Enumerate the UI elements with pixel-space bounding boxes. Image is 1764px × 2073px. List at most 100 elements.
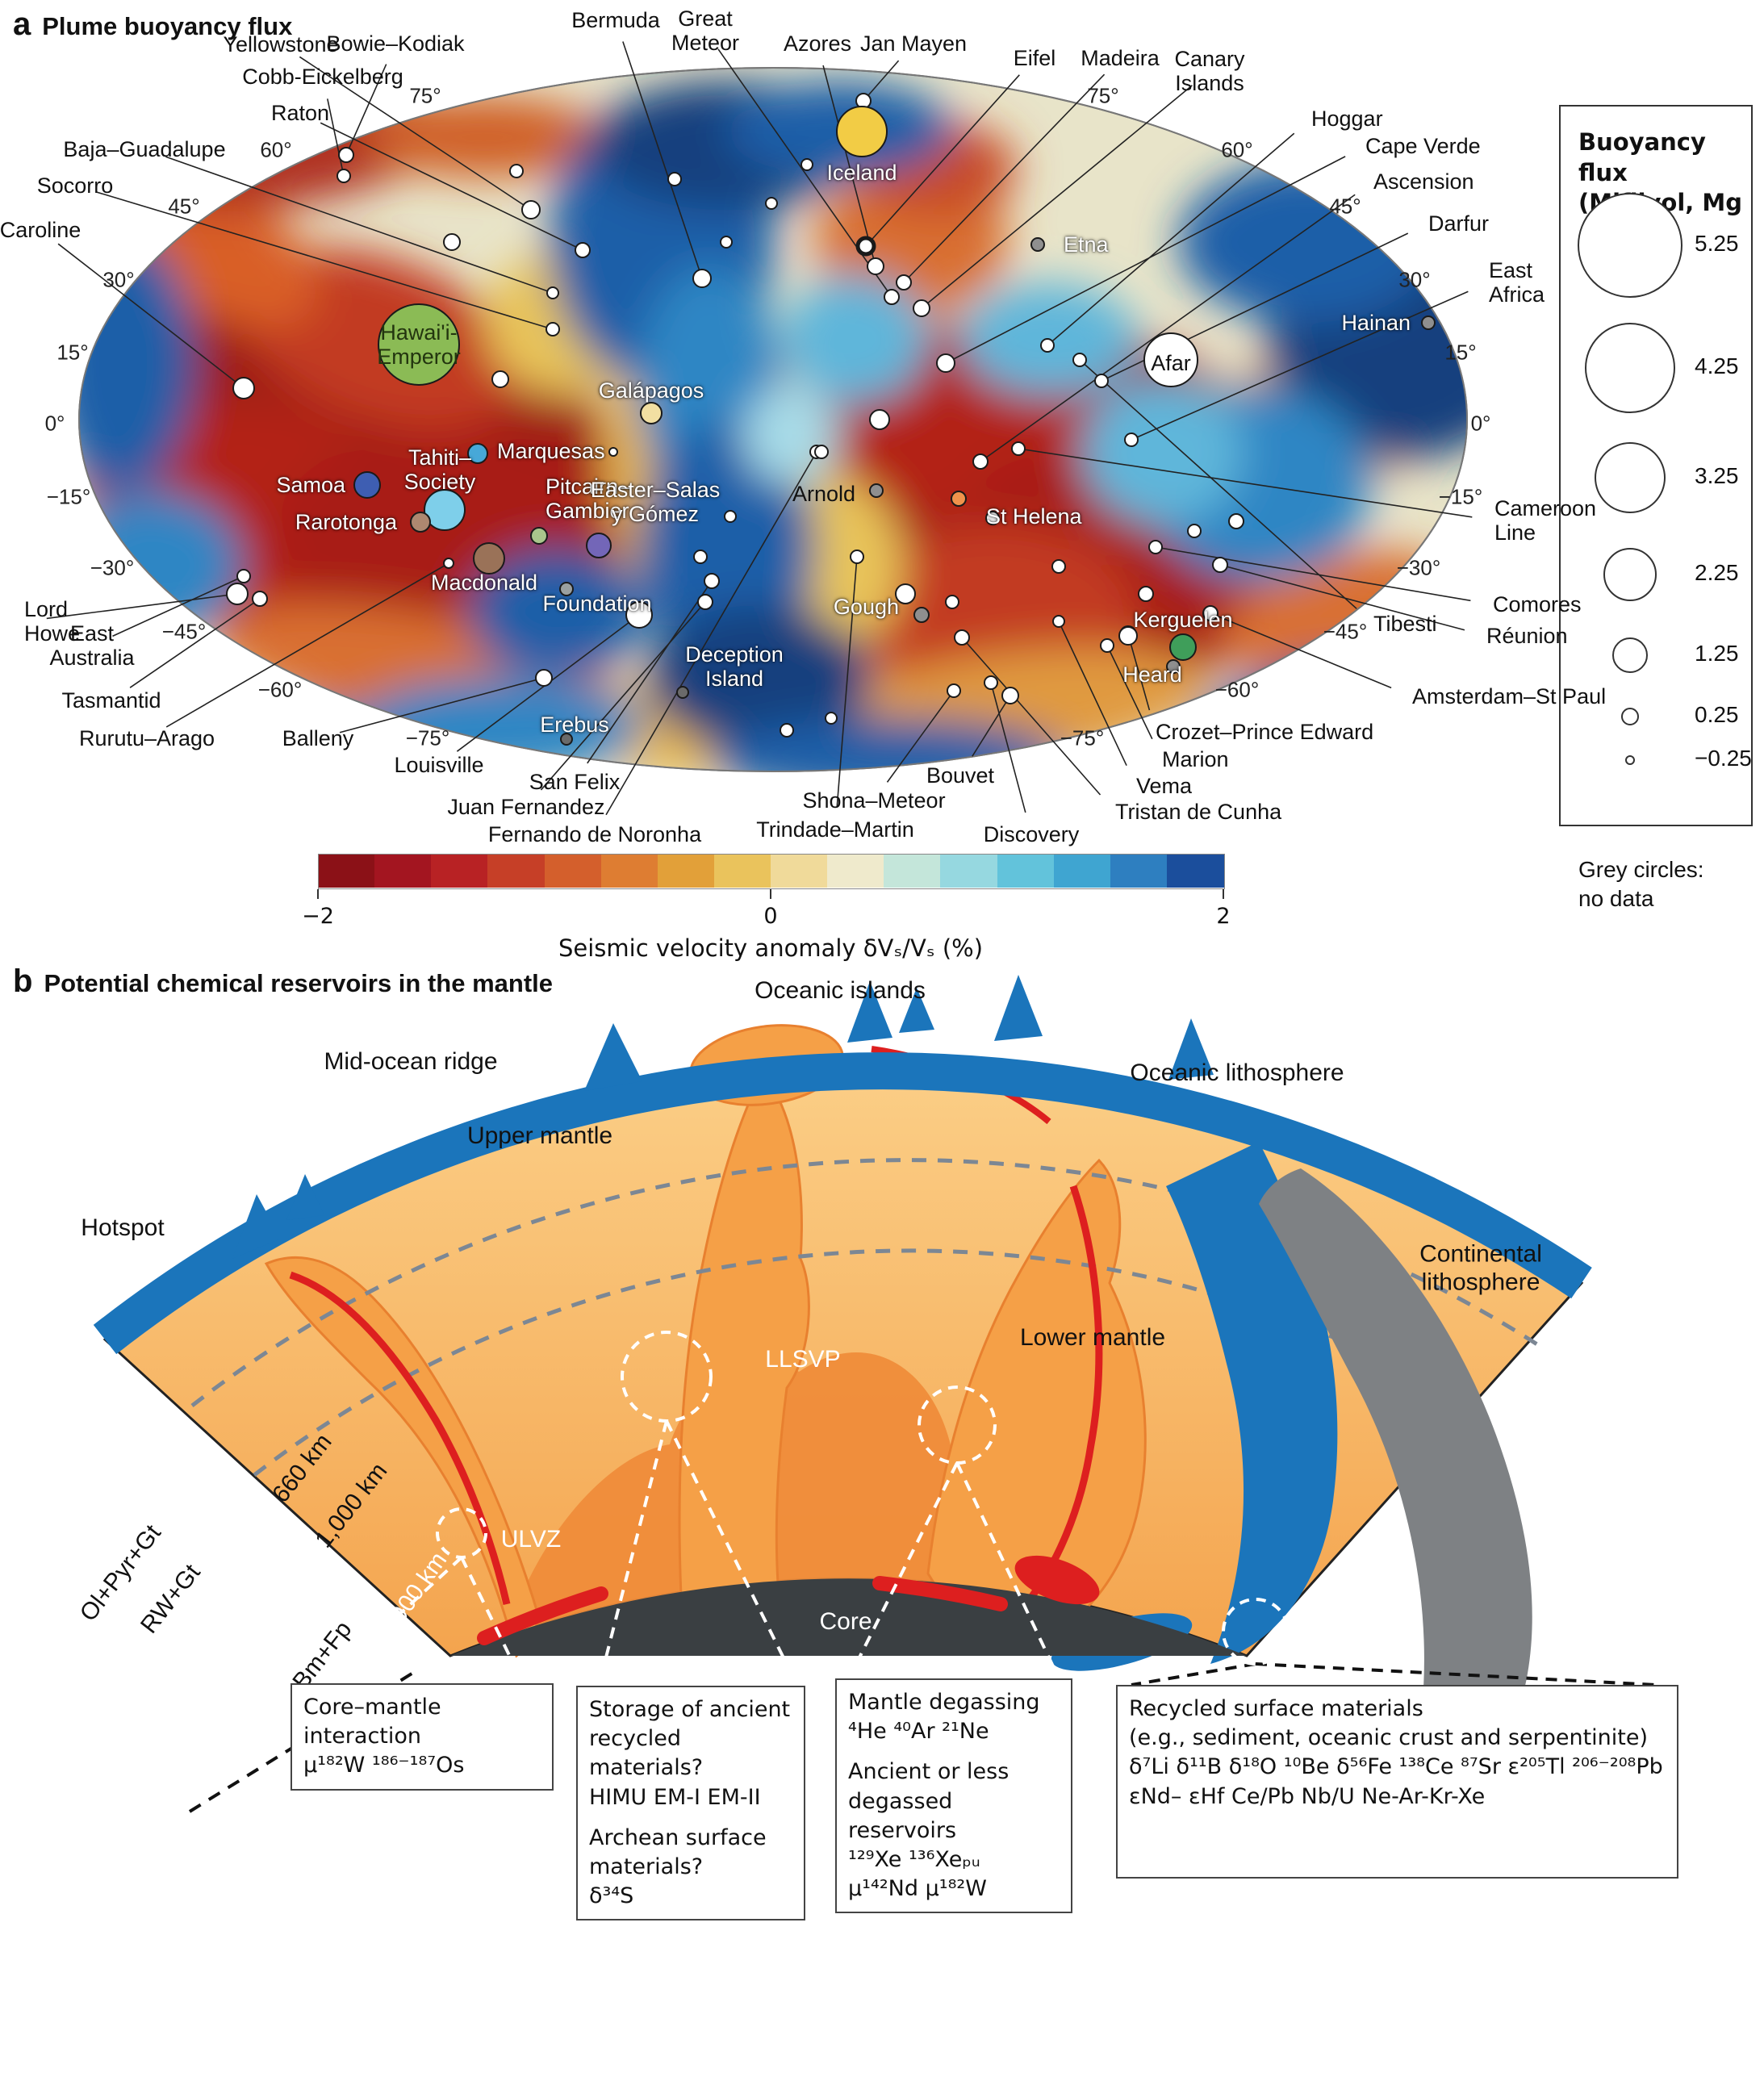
leader-trindade-martin: [836, 556, 858, 808]
leader-tibesti: [1079, 359, 1357, 609]
reservoir-box-line: recycled materials?: [589, 1726, 704, 1781]
hotspot-marker: [1187, 524, 1202, 538]
hotspot-marker-eifel: [855, 236, 876, 257]
latitude-label: 45°: [1329, 194, 1361, 219]
hotspot-marker-vema: [1052, 615, 1065, 628]
colorbar-segment: [884, 854, 941, 888]
latitude-label: 15°: [1444, 340, 1477, 365]
wedge-label-upper-mantle: Upper mantle: [466, 1122, 613, 1149]
recycled-crust-streak-right: [1022, 1185, 1103, 1608]
colorbar-segment: [827, 854, 884, 888]
hotspot-volcano-icon: [232, 1194, 281, 1259]
leader-discovery: [990, 682, 1026, 813]
oceanic-island-icon: [847, 981, 892, 1043]
hotspot-label-san-felix: San Felix: [529, 769, 621, 794]
colorbar-segment: [771, 854, 828, 888]
leader-east-australia: [112, 575, 245, 637]
hotspot-label-hoggar: Hoggar: [1311, 106, 1383, 131]
dashed-connector: [955, 1462, 1060, 1679]
leader-azores: [822, 65, 876, 267]
hotspot-label-cobb-eickelberg: Cobb-Eickelberg: [242, 64, 403, 89]
wedge-label-core: Core: [819, 1607, 872, 1635]
leader-comores: [1155, 546, 1471, 602]
hotspot-label-azores: Azores: [783, 31, 852, 56]
legend-value: 4.25: [1695, 353, 1739, 378]
hotspot-label-great-meteor: Great Meteor: [671, 6, 740, 55]
reservoir-box-line: εNd– εHf Ce/Pb Nb/U Ne-Ar-Kr-Xe: [1129, 1783, 1486, 1809]
hotspot-label-hainan: Hainan: [1341, 310, 1411, 335]
legend-size-circle: [1578, 193, 1682, 298]
hotspot-marker: [667, 172, 682, 186]
hotspot-label-st-helena: St Helena: [986, 504, 1082, 529]
hotspot-label-baja-guadalupe: Baja–Guadalupe: [63, 136, 226, 161]
leader-caroline: [57, 243, 245, 389]
reservoir-box-line: Ancient or less: [848, 1759, 1009, 1785]
reservoir-box-line: µ¹⁸²W ¹⁸⁶⁻¹⁸⁷Os: [303, 1753, 465, 1778]
reservoir-box-line: ⁴He ⁴⁰Ar ²¹Ne: [848, 1719, 989, 1745]
leader-madeira: [903, 73, 1106, 283]
hotspot-label-hawai-i-emperor: Hawai'i- Emperor: [377, 320, 461, 369]
hotspot-marker-ascension: [972, 453, 989, 470]
hotspot-marker-iceland: [836, 106, 888, 157]
hotspot-marker-yellowstone: [521, 200, 541, 219]
hotspot-label-socorro: Socorro: [36, 173, 114, 198]
volcano-icon: [286, 1174, 324, 1220]
hotspot-label-gough: Gough: [833, 594, 899, 619]
latitude-label: 0°: [1470, 411, 1491, 436]
hotspot-marker-darfur: [1094, 374, 1109, 388]
leader-cobb-eickelberg: [327, 98, 345, 177]
leader-san-felix: [587, 580, 713, 764]
hotspot-marker-comores: [1148, 540, 1163, 554]
hotspot-label-fernando-de-noronha: Fernando de Noronha: [487, 821, 702, 846]
hotspot-marker-canary-islands: [913, 299, 930, 317]
hotspot-label-marion: Marion: [1162, 746, 1229, 771]
mid-ocean-ridge-icon: [584, 1023, 642, 1091]
hotspot-marker: [780, 723, 794, 738]
leader-lord-howe: [46, 593, 238, 620]
hotspot-label-juan-fernandez: Juan Fernandez: [447, 794, 605, 819]
hotspot-label-easter-salas-y-g-mez: Easter–Salas y Gómez: [590, 477, 721, 526]
hotspot-marker-tasmantid: [252, 591, 268, 607]
hotspot-marker-rarotonga: [410, 512, 431, 533]
reservoir-box-line: degassed reservoirs: [848, 1788, 957, 1843]
latitude-label: −45°: [1323, 619, 1368, 644]
leader-cameroon-line: [1018, 448, 1473, 518]
hotspot-marker-discovery: [984, 675, 998, 690]
colorbar-segment: [940, 854, 998, 888]
hotspot-marker-rurutu-arago: [443, 558, 454, 569]
hotspot-marker: [509, 164, 524, 178]
wedge-label-oceanic-islands: Oceanic islands: [755, 976, 926, 1004]
box-connector-lines: [323, 1420, 1657, 1686]
reservoir-box-2: Storage of ancient recycled materials? HIM…: [576, 1686, 805, 1921]
panel-b-title: b Potential chemical reservoirs in the ma…: [13, 963, 554, 999]
hotspot-label-trindade-martin: Trindade–Martin: [756, 817, 914, 842]
reservoir-box-line: ¹²⁹Xe ¹³⁶Xeₚᵤ: [848, 1846, 980, 1872]
leader-east-africa: [1131, 290, 1469, 441]
hotspot-label-macdonald: Macdonald: [430, 570, 538, 595]
hotspot-marker-cameroon-line: [1011, 441, 1026, 456]
ulvz-patch: [1014, 1555, 1100, 1605]
hotspot-label-rurutu-arago: Rurutu–Arago: [78, 725, 215, 750]
oceanic-island-icon: [994, 975, 1043, 1041]
hotspot-marker: [491, 370, 509, 388]
hotspot-marker-heard: [1166, 659, 1181, 674]
hotspot-marker-baja-guadalupe: [546, 286, 559, 299]
latitude-label: 75°: [1087, 83, 1119, 108]
hotspot-label-pitcairn-gambier: Pitcairn– Gambier: [546, 474, 631, 523]
wedge-label-continental-lithosphere: Continental lithosphere: [1419, 1240, 1542, 1296]
hotspot-marker: [814, 445, 829, 459]
legend-size-circle: [1625, 755, 1635, 765]
reservoir-box-line: Recycled surface materials: [1129, 1696, 1423, 1721]
colorbar-segment: [431, 854, 488, 888]
dashed-connector: [1131, 1662, 1256, 1686]
legend-value: 1.25: [1695, 641, 1739, 666]
latitude-label: 0°: [44, 411, 65, 436]
leader-juan-fernandez: [540, 601, 706, 791]
latitude-label: 60°: [260, 137, 292, 162]
hotspot-label-foundation: Foundation: [542, 591, 652, 616]
hotspot-label-tasmantid: Tasmantid: [61, 688, 161, 713]
latitude-label: 75°: [409, 83, 441, 108]
hotspot-marker: [1138, 586, 1154, 602]
reservoir-box-3: Mantle degassing ⁴He ⁴⁰Ar ²¹Ne Ancient or …: [835, 1678, 1072, 1914]
